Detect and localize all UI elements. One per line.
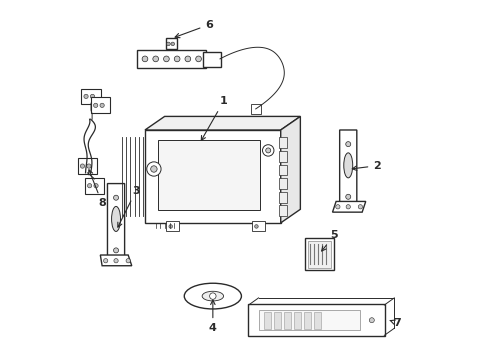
Ellipse shape (202, 291, 223, 301)
Polygon shape (145, 116, 300, 130)
FancyBboxPatch shape (308, 241, 331, 267)
Circle shape (369, 318, 374, 323)
Polygon shape (100, 255, 132, 266)
Polygon shape (107, 184, 124, 262)
Circle shape (263, 145, 274, 156)
Circle shape (126, 258, 130, 263)
Circle shape (266, 148, 270, 153)
Polygon shape (333, 202, 366, 212)
FancyBboxPatch shape (279, 205, 287, 216)
Circle shape (210, 293, 216, 299)
FancyBboxPatch shape (78, 158, 97, 174)
Circle shape (153, 56, 159, 62)
Text: 6: 6 (175, 19, 213, 38)
Circle shape (196, 56, 201, 62)
Circle shape (80, 164, 85, 168)
FancyBboxPatch shape (158, 140, 260, 210)
Circle shape (151, 166, 157, 172)
Circle shape (346, 204, 350, 209)
Circle shape (174, 56, 180, 62)
FancyBboxPatch shape (284, 312, 291, 329)
Circle shape (94, 184, 98, 188)
Circle shape (114, 248, 119, 253)
FancyBboxPatch shape (81, 89, 100, 104)
Circle shape (103, 258, 108, 263)
Text: 8: 8 (89, 170, 106, 208)
FancyBboxPatch shape (279, 192, 287, 203)
Circle shape (171, 42, 174, 46)
Circle shape (94, 103, 98, 108)
FancyBboxPatch shape (294, 312, 301, 329)
Polygon shape (340, 130, 357, 208)
Text: 3: 3 (118, 186, 140, 227)
FancyBboxPatch shape (91, 98, 110, 113)
Text: 4: 4 (209, 300, 217, 333)
FancyBboxPatch shape (203, 52, 220, 67)
FancyBboxPatch shape (252, 221, 265, 231)
Circle shape (114, 258, 118, 263)
Circle shape (87, 164, 91, 168)
FancyBboxPatch shape (251, 104, 261, 114)
FancyBboxPatch shape (247, 304, 386, 337)
Text: 7: 7 (390, 318, 401, 328)
FancyBboxPatch shape (166, 38, 177, 49)
Circle shape (169, 225, 172, 228)
Ellipse shape (344, 153, 353, 178)
FancyBboxPatch shape (166, 221, 179, 231)
Circle shape (142, 56, 148, 62)
Circle shape (90, 94, 95, 99)
Circle shape (167, 42, 170, 46)
FancyBboxPatch shape (305, 238, 334, 270)
FancyBboxPatch shape (279, 178, 287, 189)
Text: 1: 1 (201, 96, 227, 140)
FancyBboxPatch shape (279, 151, 287, 162)
Circle shape (346, 194, 351, 199)
Polygon shape (281, 116, 300, 223)
FancyBboxPatch shape (279, 165, 287, 175)
Circle shape (336, 204, 340, 209)
Polygon shape (145, 130, 281, 223)
Ellipse shape (112, 206, 121, 231)
Circle shape (255, 225, 258, 228)
FancyBboxPatch shape (259, 310, 360, 330)
Circle shape (185, 56, 191, 62)
Circle shape (88, 184, 92, 188)
FancyBboxPatch shape (137, 50, 206, 68)
FancyBboxPatch shape (304, 312, 311, 329)
Circle shape (84, 94, 88, 99)
Circle shape (346, 141, 351, 147)
Circle shape (164, 56, 169, 62)
Circle shape (114, 195, 119, 200)
Ellipse shape (184, 283, 242, 309)
Circle shape (358, 204, 363, 209)
FancyBboxPatch shape (264, 312, 270, 329)
FancyBboxPatch shape (85, 178, 104, 194)
Circle shape (147, 162, 161, 176)
FancyBboxPatch shape (314, 312, 321, 329)
Text: 5: 5 (321, 230, 338, 251)
FancyBboxPatch shape (279, 138, 287, 148)
Text: 2: 2 (352, 161, 381, 171)
Circle shape (100, 103, 104, 108)
FancyBboxPatch shape (274, 312, 281, 329)
